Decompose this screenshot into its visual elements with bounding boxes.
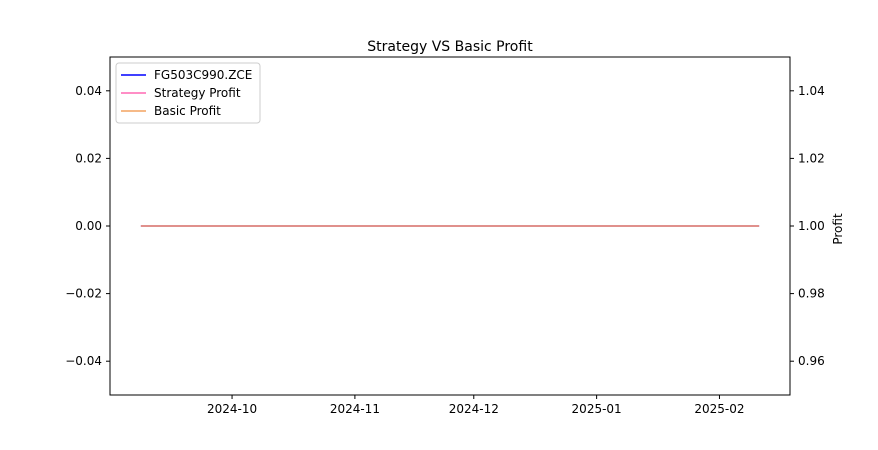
chart-title: Strategy VS Basic Profit — [367, 39, 533, 55]
x-tick-label: 2025-01 — [572, 402, 622, 416]
right-y-tick-label: 0.96 — [798, 354, 825, 368]
legend-label-2: Strategy Profit — [154, 86, 241, 100]
left-y-tick-label: 0.02 — [75, 151, 102, 165]
plot-frame — [109, 56, 791, 396]
right-axis-label: Profit — [831, 213, 845, 245]
right-y-tick-label: 1.00 — [798, 219, 825, 233]
right-y-axis: 1.04 1.02 1.00 0.98 0.96 — [790, 84, 825, 368]
right-y-tick-label: 1.04 — [798, 84, 825, 98]
x-tick-label: 2024-10 — [207, 402, 257, 416]
left-y-tick-label: 0.00 — [75, 219, 102, 233]
x-axis: 2024-10 2024-11 2024-12 2025-01 2025-02 — [207, 395, 745, 416]
x-tick-label: 2025-02 — [694, 402, 744, 416]
right-y-tick-label: 1.02 — [798, 151, 825, 165]
left-y-tick-label: −0.02 — [65, 287, 102, 301]
legend-box — [115, 62, 261, 124]
legend-label-3: Basic Profit — [154, 104, 221, 118]
right-y-tick-label: 0.98 — [798, 287, 825, 301]
x-tick-label: 2024-11 — [330, 402, 380, 416]
x-tick-label: 2024-12 — [449, 402, 499, 416]
left-y-tick-label: −0.04 — [65, 354, 102, 368]
legend-label-1: FG503C990.ZCE — [154, 68, 252, 82]
left-y-axis: 0.04 0.02 0.00 −0.02 −0.04 — [65, 84, 110, 368]
left-y-tick-label: 0.04 — [75, 84, 102, 98]
legend: FG503C990.ZCE Strategy Profit Basic Profit — [115, 62, 261, 124]
